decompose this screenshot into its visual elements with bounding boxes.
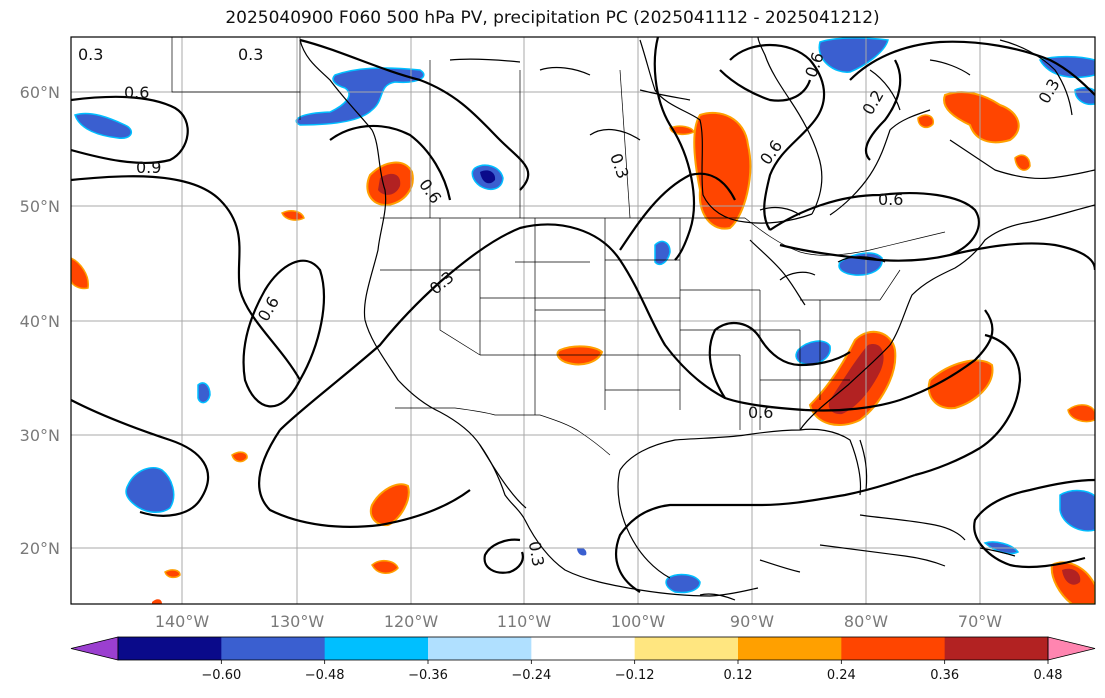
latitude-labels: 60°N 50°N 40°N 30°N 20°N <box>20 83 60 558</box>
neg-precip-yukon <box>295 67 425 126</box>
precip-shading <box>71 37 1095 604</box>
lat-label-30: 30°N <box>20 426 60 445</box>
colorbar-segment <box>221 637 326 660</box>
precip-area-newfoundland <box>1014 154 1031 171</box>
contour-label: 0.6 <box>124 83 149 102</box>
lon-label-140w: 140°W <box>155 612 210 631</box>
lat-label-50: 50°N <box>20 197 60 216</box>
precip-area-pacific-sw <box>371 560 399 574</box>
colorbar-segment <box>118 637 222 660</box>
precip-area-baja-offshore <box>369 483 410 527</box>
contour-label: 0.3 <box>238 45 263 64</box>
neg-precip-tennessee <box>795 340 831 366</box>
pv-contours <box>71 37 1095 593</box>
colorbar-outline <box>117 636 1049 661</box>
plot-border <box>70 36 1096 605</box>
colorbar-tick-label: 0.48 <box>1034 668 1063 683</box>
colorbar-tick-label: 0.12 <box>724 668 753 683</box>
precip-area-atlantic-east <box>1067 404 1095 423</box>
contour-label: 0.3 <box>525 540 548 568</box>
colorbar-segment <box>944 637 1049 660</box>
precip-area-pacific-nw <box>281 210 305 221</box>
colorbar-tick-label: 0.36 <box>930 668 959 683</box>
colorbar-arrow-high <box>1047 636 1096 661</box>
precip-area-atlantic <box>927 359 994 410</box>
precip-area-bc-core <box>378 173 401 195</box>
precip-area-labrador-small <box>917 114 935 129</box>
lon-label-120w: 120°W <box>384 612 439 631</box>
lon-label-130w: 130°W <box>270 612 325 631</box>
colorbar-tick-label: −0.48 <box>305 668 345 683</box>
gridlines <box>71 37 1095 604</box>
lat-label-40: 40°N <box>20 312 60 331</box>
neg-precip-arctic <box>818 37 889 73</box>
colorbar-tick-label: −0.24 <box>511 668 551 683</box>
contour-label: 0.3 <box>78 45 103 64</box>
neg-precip-mexico-tiny <box>577 547 587 556</box>
precip-area-southeast-core <box>828 344 884 415</box>
precip-area-pacific-tiny <box>231 451 248 463</box>
colorbar-segment <box>738 637 842 660</box>
colorbar: −0.60 −0.48 −0.36 −0.24 −0.12 0.12 0.24 0.36 0.4… <box>70 636 1096 683</box>
colorbar-tick-label: −0.12 <box>615 668 655 683</box>
contour-label: 0.6 <box>748 403 773 422</box>
positive-precip-areas <box>71 91 1095 604</box>
longitude-labels: 140°W 130°W 120°W 110°W 100°W 90°W 80°W … <box>155 612 1002 631</box>
colorbar-tick-label: −0.36 <box>408 668 448 683</box>
colorbar-segment <box>428 637 532 660</box>
neg-precip-hawaii-area <box>125 466 175 513</box>
neg-precip-alberta-core <box>480 170 496 184</box>
lon-label-100w: 100°W <box>611 612 666 631</box>
colorbar-segment <box>634 637 739 660</box>
precip-area-pacific-west <box>71 257 89 290</box>
colorbar-segment <box>531 637 636 660</box>
contour-label: 0.9 <box>136 158 161 177</box>
precip-area-pacific-bottom2 <box>152 599 162 604</box>
colorbar-tick-label: −0.60 <box>201 668 241 683</box>
precip-area-labrador <box>943 91 1020 144</box>
lat-label-60: 60°N <box>20 83 60 102</box>
neg-precip-plains <box>654 240 671 266</box>
precip-area-hudson-bay <box>693 111 752 230</box>
lon-label-90w: 90°W <box>730 612 774 631</box>
colorbar-tick-label: 0.24 <box>827 668 856 683</box>
neg-precip-alaska-west <box>74 112 133 139</box>
contour-label: 0.6 <box>878 190 903 209</box>
precip-area-caribbean-core <box>1062 568 1081 585</box>
lon-label-80w: 80°W <box>844 612 888 631</box>
lon-label-110w: 110°W <box>497 612 552 631</box>
precip-area-pacific-bottom <box>164 569 181 579</box>
lon-label-70w: 70°W <box>958 612 1002 631</box>
neg-precip-caribbean-east <box>1059 489 1095 532</box>
neg-precip-pacific-small <box>197 382 211 404</box>
colorbar-segment <box>841 637 946 660</box>
colorbar-segment <box>324 637 429 660</box>
colorbar-arrow-low <box>70 636 119 661</box>
lat-label-20: 20°N <box>20 539 60 558</box>
map-title: 2025040900 F060 500 hPa PV, precipitatio… <box>225 8 880 28</box>
neg-precip-mexico-south <box>665 573 701 594</box>
